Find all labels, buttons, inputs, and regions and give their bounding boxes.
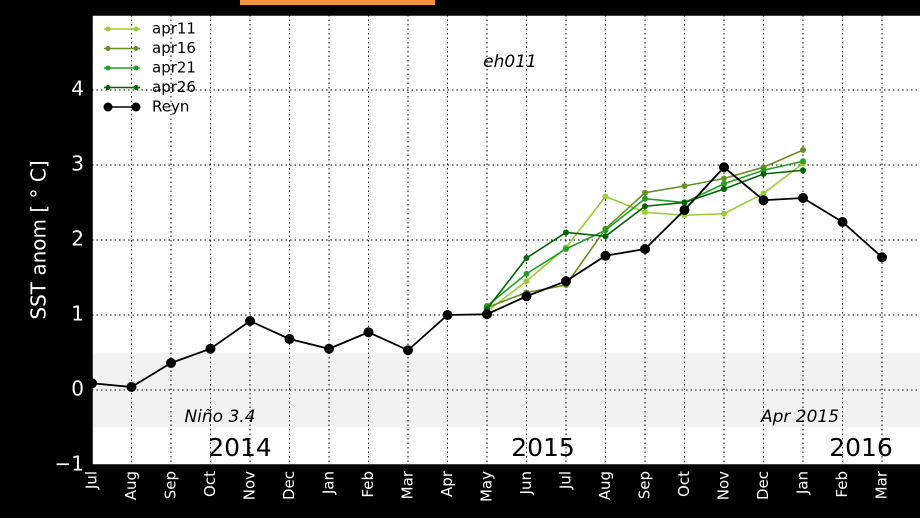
- data-point: [523, 255, 530, 261]
- data-point: [245, 316, 255, 326]
- data-point: [205, 343, 216, 354]
- data-point: [758, 195, 769, 206]
- x-tick-label: Feb: [359, 471, 377, 498]
- data-point: [602, 233, 609, 240]
- data-point: [642, 203, 648, 210]
- legend-label: Reyn: [152, 98, 189, 116]
- data-point: [284, 334, 295, 344]
- data-point: [563, 246, 569, 252]
- legend-label: apr21: [152, 59, 196, 77]
- data-point: [363, 327, 374, 338]
- y-tick-label: 1: [71, 302, 84, 326]
- x-tick-label: Nov: [241, 471, 259, 500]
- data-point: [837, 217, 848, 227]
- data-point: [324, 343, 334, 354]
- data-point: [640, 244, 650, 254]
- y-axis-label: SST anom [ ° C]: [27, 160, 51, 319]
- y-tick-label: 4: [71, 77, 84, 101]
- x-tick-label: Mar: [873, 470, 891, 499]
- y-tick-label: 2: [71, 227, 84, 251]
- x-tick-label: Oct: [675, 471, 693, 497]
- data-point: [798, 193, 808, 203]
- legend-dot: [133, 65, 139, 71]
- legend-dot: [105, 26, 111, 32]
- year-label: 2016: [829, 433, 893, 462]
- data-point: [721, 210, 727, 217]
- y-tick-label: −1: [55, 452, 84, 476]
- x-tick-label: Jul: [83, 471, 101, 490]
- x-tick-label: Feb: [833, 471, 851, 498]
- data-point: [523, 278, 530, 285]
- data-point: [563, 229, 569, 236]
- x-tick-label: Mar: [399, 470, 417, 499]
- annotation: Niño 3.4: [184, 407, 255, 427]
- legend-label: apr26: [152, 78, 196, 96]
- annotation: eh011: [483, 52, 537, 72]
- legend-dot: [133, 26, 139, 32]
- x-tick-label: Sep: [636, 471, 654, 499]
- data-point: [482, 309, 492, 320]
- data-point: [126, 382, 137, 392]
- x-tick-label: Oct: [201, 471, 219, 497]
- x-tick-label: Sep: [162, 471, 180, 499]
- data-point: [760, 190, 767, 197]
- x-tick-label: Jan: [794, 471, 812, 495]
- y-tick-label: 0: [71, 377, 84, 401]
- legend-label: apr16: [152, 39, 196, 57]
- data-point: [523, 270, 530, 277]
- legend-label: apr11: [152, 20, 196, 38]
- data-point: [679, 205, 690, 215]
- data-point: [800, 167, 806, 174]
- x-tick-label: Nov: [715, 471, 733, 500]
- x-tick-label: Dec: [280, 471, 298, 500]
- data-point: [600, 250, 611, 261]
- x-tick-label: Jun: [517, 471, 535, 495]
- data-point: [721, 175, 727, 182]
- legend-dot: [105, 46, 111, 51]
- x-tick-label: Aug: [122, 471, 140, 500]
- legend-dot: [103, 102, 113, 112]
- y-tick-label: 3: [71, 152, 84, 176]
- legend-dot: [133, 85, 139, 90]
- legend-dot: [105, 85, 111, 90]
- x-tick-label: Apr: [438, 470, 456, 497]
- data-point: [760, 171, 767, 177]
- data-point: [403, 345, 413, 356]
- x-tick-label: Dec: [754, 471, 772, 500]
- data-point: [800, 147, 806, 153]
- year-label: 2015: [511, 433, 575, 462]
- data-point: [642, 195, 648, 202]
- data-point: [521, 291, 532, 302]
- data-point: [721, 186, 727, 192]
- x-tick-label: May: [478, 471, 496, 502]
- data-point: [721, 180, 727, 187]
- data-point: [681, 183, 688, 189]
- data-point: [642, 189, 648, 196]
- top-bar: [240, 0, 435, 5]
- data-point: [561, 276, 571, 287]
- data-point: [877, 252, 887, 263]
- data-point: [442, 310, 453, 320]
- data-point: [719, 162, 729, 173]
- legend-dot: [105, 65, 111, 71]
- data-point: [800, 158, 806, 165]
- plot-frame: [91, 14, 920, 466]
- legend-dot: [133, 46, 139, 51]
- x-tick-label: Aug: [596, 471, 614, 500]
- x-tick-label: Jul: [557, 471, 575, 490]
- data-point: [602, 227, 609, 234]
- legend-dot: [131, 102, 141, 112]
- data-point: [642, 209, 648, 216]
- data-point: [602, 193, 609, 200]
- x-tick-label: Jan: [320, 471, 338, 495]
- annotation: Apr 2015: [760, 407, 839, 427]
- data-point: [681, 199, 688, 206]
- data-point: [166, 358, 176, 368]
- year-label: 2014: [208, 433, 272, 462]
